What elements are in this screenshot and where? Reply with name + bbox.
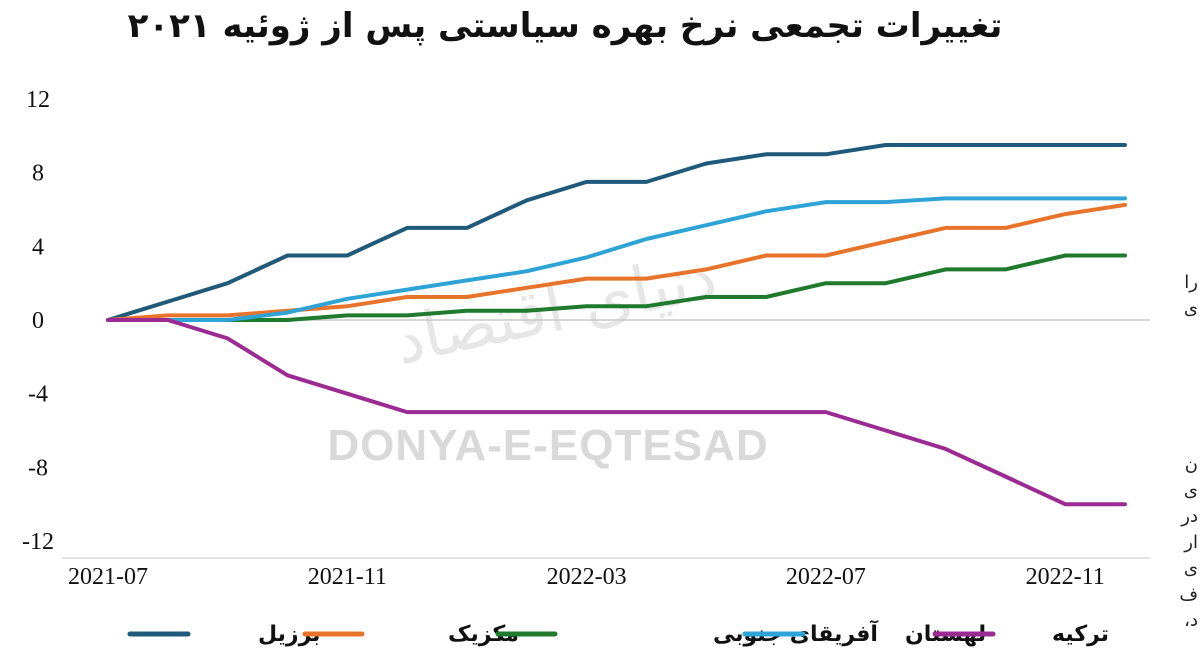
side-text-fragment: را ی ن ی در ار ی ف د،: [1172, 270, 1198, 634]
side-text-spacer: [1172, 374, 1198, 400]
x-tick-label: 2022-03: [547, 564, 627, 590]
x-tick-label: 2022-11: [1026, 564, 1105, 590]
x-axis: 2021-07 2021-11 2022-03 2022-07 2022-11: [62, 557, 1150, 590]
y-tick-label: 4: [32, 234, 44, 260]
series-layer: [106, 143, 1127, 507]
side-text-line: ی: [1183, 298, 1198, 319]
legend-label: ترکیه: [1052, 622, 1109, 647]
series-line: [106, 202, 1127, 322]
chart-title: تغییرات تجمعی نرخ بهره سیاستی پس از ژوئی…: [127, 6, 1003, 46]
legend: برزیل مکزیک آفریقای جنوبی لهستان ترکیه: [127, 619, 1109, 647]
side-text-spacer: [1172, 322, 1198, 348]
series-line: [106, 143, 1127, 322]
x-tick-label: 2021-11: [308, 564, 387, 590]
y-tick-label: 8: [32, 161, 44, 187]
side-text-line: ی: [1183, 558, 1198, 579]
side-text-line: در: [1181, 506, 1198, 527]
y-tick-label: 0: [32, 308, 44, 334]
y-tick-label: -8: [28, 455, 48, 481]
x-tick-label: 2021-07: [68, 564, 148, 590]
side-text-line: ف: [1179, 584, 1198, 605]
side-text-spacer: [1172, 426, 1198, 452]
side-text-line: ن: [1184, 454, 1198, 475]
side-text-spacer: [1172, 400, 1198, 426]
side-text-line: ار: [1184, 532, 1198, 553]
y-axis: 12 8 4 0 -4 -8 -12: [22, 87, 1150, 555]
side-text-line: د،: [1184, 610, 1198, 631]
series-line: [106, 318, 1127, 507]
y-tick-label: -12: [22, 529, 54, 555]
y-tick-label: -4: [28, 382, 48, 408]
side-text-line: را: [1184, 272, 1198, 293]
side-text-spacer: [1172, 348, 1198, 374]
side-text-line: ی: [1183, 480, 1198, 501]
series-line: [106, 253, 1127, 322]
x-tick-label: 2022-07: [786, 564, 866, 590]
watermark-latin: DONYA-E-EQTESAD: [327, 421, 768, 470]
series-line: [106, 196, 1127, 322]
y-tick-label: 12: [26, 87, 50, 113]
